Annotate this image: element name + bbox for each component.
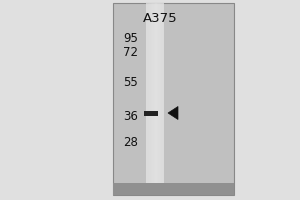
Bar bbox=[146, 3, 148, 195]
Bar bbox=[113, 183, 234, 195]
Bar bbox=[155, 3, 157, 195]
Text: 36: 36 bbox=[123, 110, 138, 122]
Bar bbox=[163, 3, 164, 195]
Bar bbox=[149, 3, 151, 195]
Bar bbox=[148, 3, 149, 195]
Text: 55: 55 bbox=[123, 75, 138, 88]
Text: 28: 28 bbox=[123, 136, 138, 150]
Text: A375: A375 bbox=[143, 12, 177, 25]
Bar bbox=[160, 3, 161, 195]
Bar bbox=[158, 3, 160, 195]
Bar bbox=[146, 3, 164, 195]
Bar bbox=[157, 3, 158, 195]
Bar bbox=[113, 3, 234, 195]
Bar bbox=[151, 3, 152, 195]
Polygon shape bbox=[168, 106, 178, 119]
Bar bbox=[161, 3, 163, 195]
Bar bbox=[154, 3, 155, 195]
Text: 95: 95 bbox=[123, 31, 138, 45]
Text: 72: 72 bbox=[123, 46, 138, 58]
Bar bbox=[152, 3, 154, 195]
Bar bbox=[144, 110, 158, 116]
